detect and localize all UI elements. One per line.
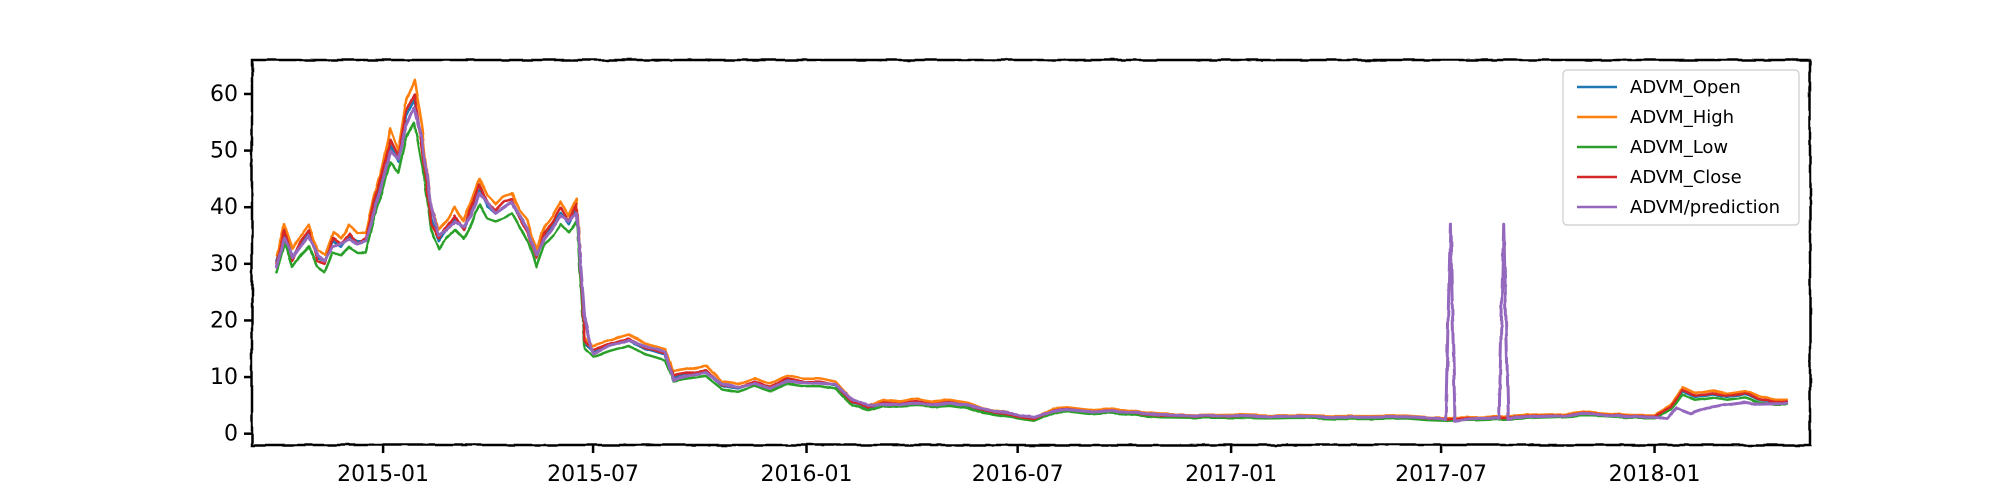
- legend-label: ADVM/prediction: [1630, 197, 1780, 218]
- y-tick-label: 20: [210, 308, 238, 333]
- y-tick-label: 0: [224, 422, 238, 447]
- series-line-advm-close: [275, 92, 1789, 421]
- series-line-advm-prediction: [274, 106, 1789, 423]
- y-tick-label: 60: [210, 82, 238, 107]
- legend-label: ADVM_Open: [1630, 77, 1741, 98]
- x-axis: 2015-01 2015-07 2016-01 2016-07 2017-01 2017-…: [337, 445, 1701, 487]
- x-tick-label: 2015-07: [547, 462, 639, 487]
- x-tick-label: 2017-07: [1395, 462, 1487, 487]
- legend: ADVM_Open ADVM_High ADVM_Low ADVM_Close ADVM…: [1562, 69, 1800, 226]
- y-tick-label: 10: [210, 365, 238, 390]
- x-tick-label: 2016-01: [761, 462, 853, 487]
- plot-area-frame: [250, 58, 1812, 447]
- series-line-advm-high: [275, 78, 1789, 420]
- x-tick-label: 2017-01: [1185, 462, 1277, 487]
- x-tick-label: 2018-01: [1609, 462, 1701, 487]
- y-tick-label: 40: [210, 195, 238, 220]
- y-axis: 0 10 20 30 40 50 60: [210, 82, 252, 447]
- y-tick-label: 30: [210, 252, 238, 277]
- x-tick-label: 2015-01: [337, 462, 429, 487]
- series-line-advm-open: [275, 98, 1789, 421]
- y-tick-label: 50: [210, 139, 238, 164]
- x-tick-label: 2016-07: [972, 462, 1064, 487]
- legend-label: ADVM_High: [1630, 107, 1734, 128]
- series-line-advm-low: [275, 121, 1789, 422]
- legend-label: ADVM_Low: [1630, 137, 1728, 158]
- series-layer: [274, 78, 1789, 423]
- legend-box: [1562, 69, 1800, 226]
- legend-label: ADVM_Close: [1630, 167, 1742, 188]
